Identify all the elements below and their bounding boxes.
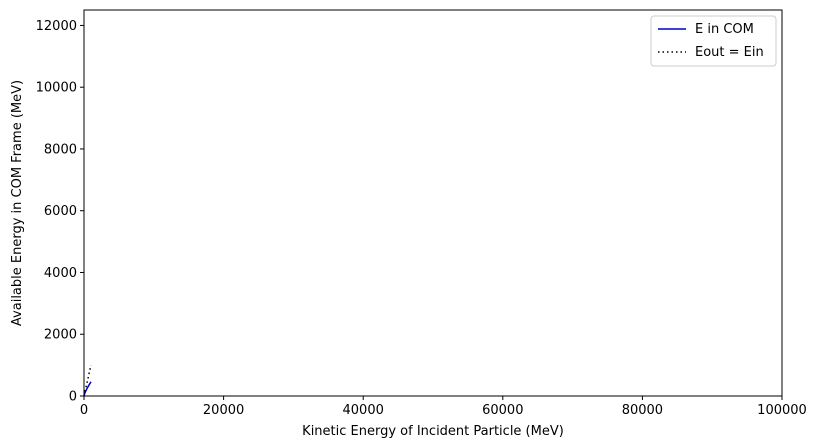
y-tick-label: 12000 (36, 19, 77, 34)
legend: E in COM Eout = Ein (650, 15, 777, 67)
x-tick-label: 0 (80, 403, 88, 418)
x-tick-label: 40000 (343, 403, 384, 418)
series-line-e-in-com (83, 381, 92, 397)
x-axis-label: Kinetic Energy of Incident Particle (MeV… (302, 424, 564, 439)
x-tick-label: 80000 (622, 403, 663, 418)
x-axis-ticks: 0 20000 40000 60000 80000 100000 (80, 396, 807, 418)
y-axis-label: Available Energy in COM Frame (MeV) (10, 80, 25, 326)
x-tick-label: 100000 (757, 403, 807, 418)
y-tick-label: 10000 (36, 81, 77, 96)
y-tick-label: 0 (69, 390, 77, 405)
plot-frame (83, 9, 783, 397)
legend-label-e-in-com: E in COM (695, 22, 754, 37)
series-layer (83, 364, 92, 397)
x-tick-label: 20000 (203, 403, 244, 418)
y-tick-label: 8000 (44, 142, 77, 157)
legend-label-eout-ein: Eout = Ein (695, 45, 764, 60)
plot-area (84, 10, 782, 396)
y-axis-ticks: 0 2000 4000 6000 8000 10000 12000 (36, 19, 84, 405)
y-tick-label: 4000 (44, 266, 77, 281)
series-line-eout-ein (83, 364, 92, 397)
y-tick-label: 2000 (44, 328, 77, 343)
x-tick-label: 60000 (482, 403, 523, 418)
y-tick-label: 6000 (44, 204, 77, 219)
